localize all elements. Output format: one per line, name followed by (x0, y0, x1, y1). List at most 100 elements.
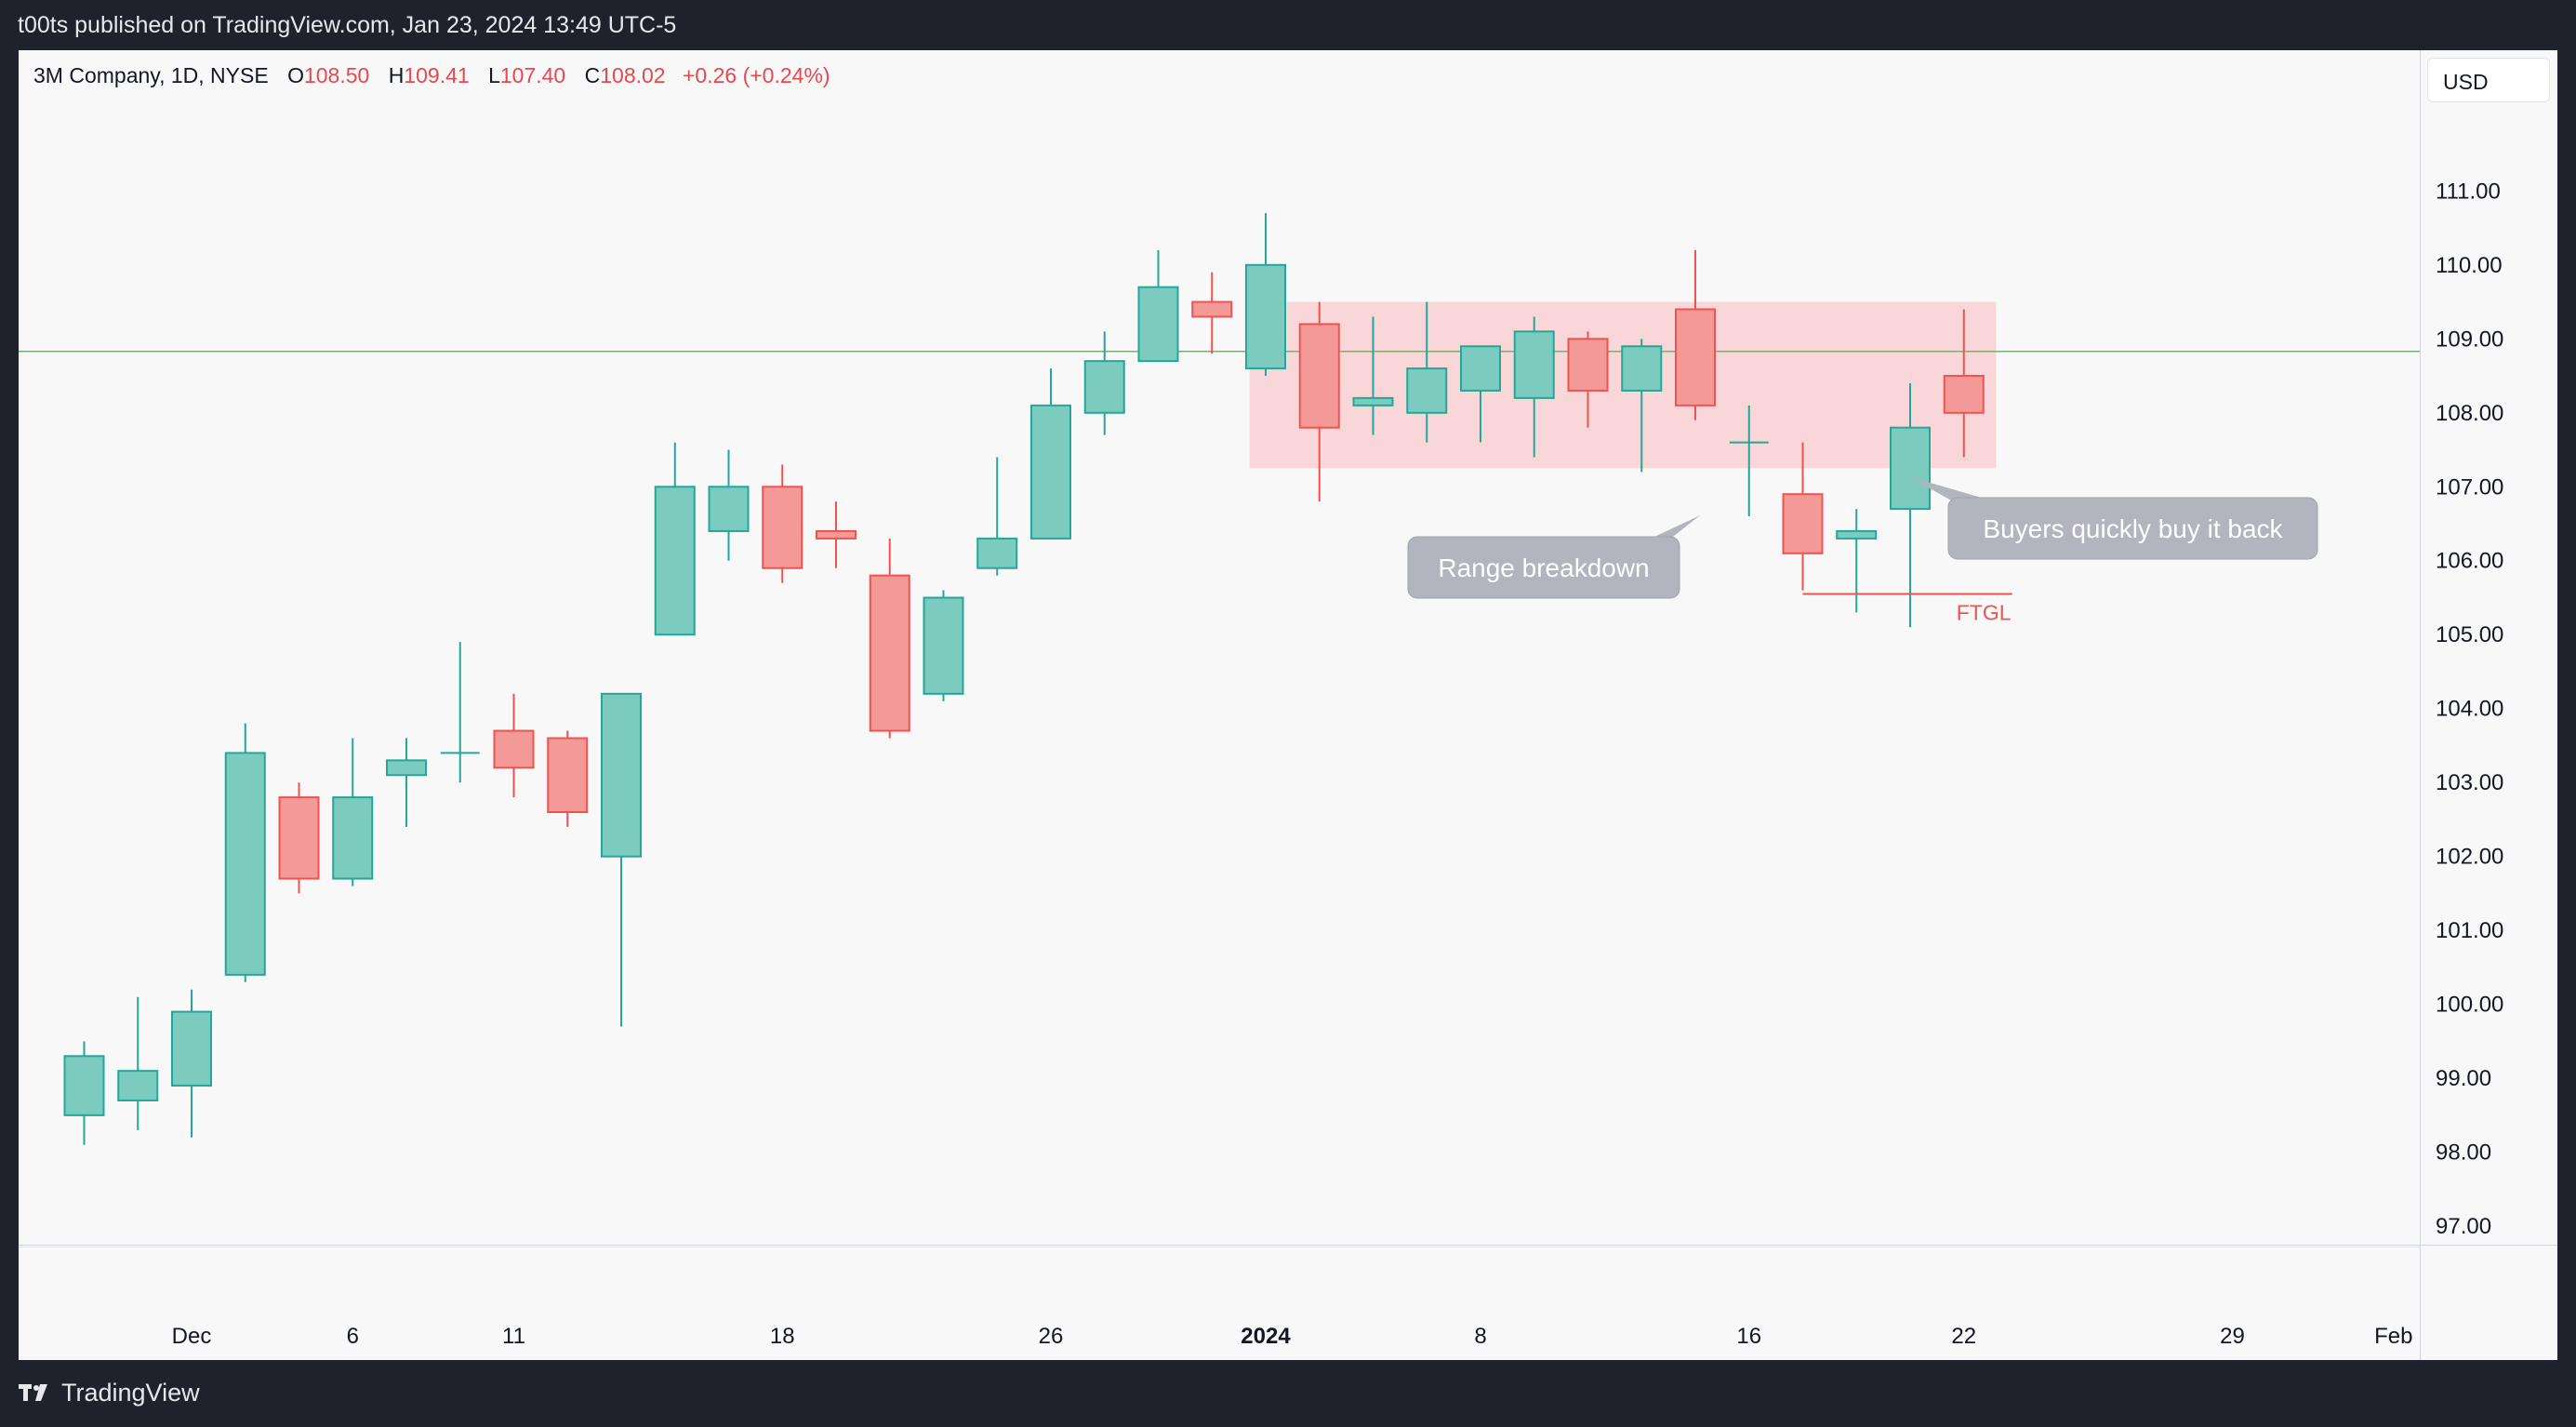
candle-body (1836, 529, 1878, 540)
candle-body (1191, 300, 1233, 318)
time-tick-label: 8 (1474, 1324, 1486, 1349)
candle (869, 538, 910, 739)
price-tick-label: 105.00 (2436, 622, 2503, 647)
candle (1513, 316, 1555, 458)
candle (171, 989, 212, 1138)
currency-button[interactable]: USD (2427, 58, 2550, 102)
candle (224, 723, 266, 982)
candle (332, 738, 374, 887)
price-tick-label: 101.00 (2436, 918, 2503, 943)
time-tick-label: 26 (1039, 1324, 1064, 1349)
candle-body (1137, 286, 1179, 363)
candle (117, 996, 159, 1130)
time-tick-label: 22 (1951, 1324, 1976, 1349)
callout-text: Buyers quickly buy it back (1983, 514, 2283, 543)
price-tick-label: 110.00 (2436, 253, 2503, 278)
legend-high-label: H (388, 63, 405, 87)
candle (1137, 249, 1179, 363)
price-tick-label: 98.00 (2436, 1140, 2491, 1166)
candle (1460, 345, 1501, 443)
candle (1836, 509, 1878, 613)
price-tick-label: 104.00 (2436, 697, 2503, 722)
ftgl-label: FTGL (1957, 601, 2012, 625)
candle-body (278, 796, 320, 880)
candle (1191, 272, 1233, 354)
candle (63, 1041, 105, 1145)
candle-body (654, 486, 696, 636)
legend-high-value: 109.41 (404, 63, 470, 87)
legend-low-label: L (488, 63, 500, 87)
candle-body (816, 529, 856, 540)
legend-open-value: 108.50 (303, 63, 370, 87)
legend-symbol: 3M Company, 1D, NYSE (33, 63, 269, 87)
price-tick-label: 97.00 (2436, 1214, 2491, 1239)
candle-body (1567, 338, 1609, 392)
candle-body (601, 692, 642, 858)
candle (976, 457, 1018, 576)
price-tick-label: 103.00 (2436, 770, 2503, 795)
buyers-callout: Buyers quickly buy it back (1908, 476, 2318, 560)
candle (1890, 382, 1931, 628)
candle-body (1782, 493, 1824, 554)
chart-panel[interactable] (19, 50, 2557, 1360)
candle-body (547, 737, 589, 813)
time-axis-divider (19, 1245, 2557, 1246)
candle (1352, 316, 1394, 435)
candle (440, 642, 480, 783)
candle-body (923, 596, 964, 695)
candle-body (1460, 345, 1501, 392)
candle (493, 693, 535, 798)
time-tick-label: 18 (770, 1324, 795, 1349)
price-tick-label: 109.00 (2436, 327, 2503, 352)
legend-open-label: O (287, 63, 304, 87)
publish-line: t00ts published on TradingView.com, Jan … (18, 12, 677, 38)
symbol-legend: 3M Company, 1D, NYSE O108.50 H109.41 L10… (33, 63, 830, 88)
candle-body (1030, 404, 1071, 540)
price-tick-label: 108.00 (2436, 401, 2503, 426)
candle (923, 590, 964, 701)
candle (1298, 301, 1340, 502)
candle-body (1298, 323, 1340, 429)
candle-body (386, 759, 427, 777)
candle (1621, 339, 1663, 473)
candle (1567, 331, 1609, 428)
candle (601, 692, 642, 1027)
candle (1675, 249, 1716, 420)
candle (1943, 309, 1985, 458)
candle-body (1890, 426, 1931, 511)
candle-body (1675, 308, 1716, 407)
candle-body (1621, 345, 1663, 392)
candle (816, 501, 856, 568)
candle-body (708, 486, 750, 532)
candle-body (1406, 367, 1448, 414)
candle-body (1352, 396, 1394, 407)
price-chart[interactable]: FTGL Range breakdown Buyers quickly buy it… (19, 50, 2557, 1360)
legend-close-label: C (584, 63, 601, 87)
publish-header: t00ts published on TradingView.com, Jan … (0, 0, 2576, 50)
time-tick-label: 16 (1736, 1324, 1761, 1349)
price-tick-label: 111.00 (2436, 179, 2501, 204)
candle (1245, 213, 1286, 377)
candle-body (224, 752, 266, 976)
candle-body (976, 537, 1018, 569)
candle-body (762, 486, 803, 569)
candle-body (171, 1010, 212, 1087)
candle (1030, 368, 1071, 540)
price-tick-label: 100.00 (2436, 993, 2503, 1018)
candle-body (1513, 330, 1555, 399)
candle-body (332, 796, 374, 880)
time-tick-label: Feb (2374, 1324, 2412, 1349)
price-tick-label: 99.00 (2436, 1066, 2491, 1091)
time-tick-label: 6 (347, 1324, 359, 1349)
candle (654, 442, 696, 636)
candle (547, 730, 589, 827)
candle (1782, 442, 1824, 591)
legend-low-value: 107.40 (499, 63, 566, 87)
price-tick-label: 102.00 (2436, 845, 2503, 870)
candle (708, 449, 750, 561)
candle-body (869, 574, 910, 732)
candle-body (63, 1055, 105, 1116)
candle-body (1083, 360, 1125, 414)
price-tick-label: 106.00 (2436, 549, 2503, 574)
candle (762, 464, 803, 583)
